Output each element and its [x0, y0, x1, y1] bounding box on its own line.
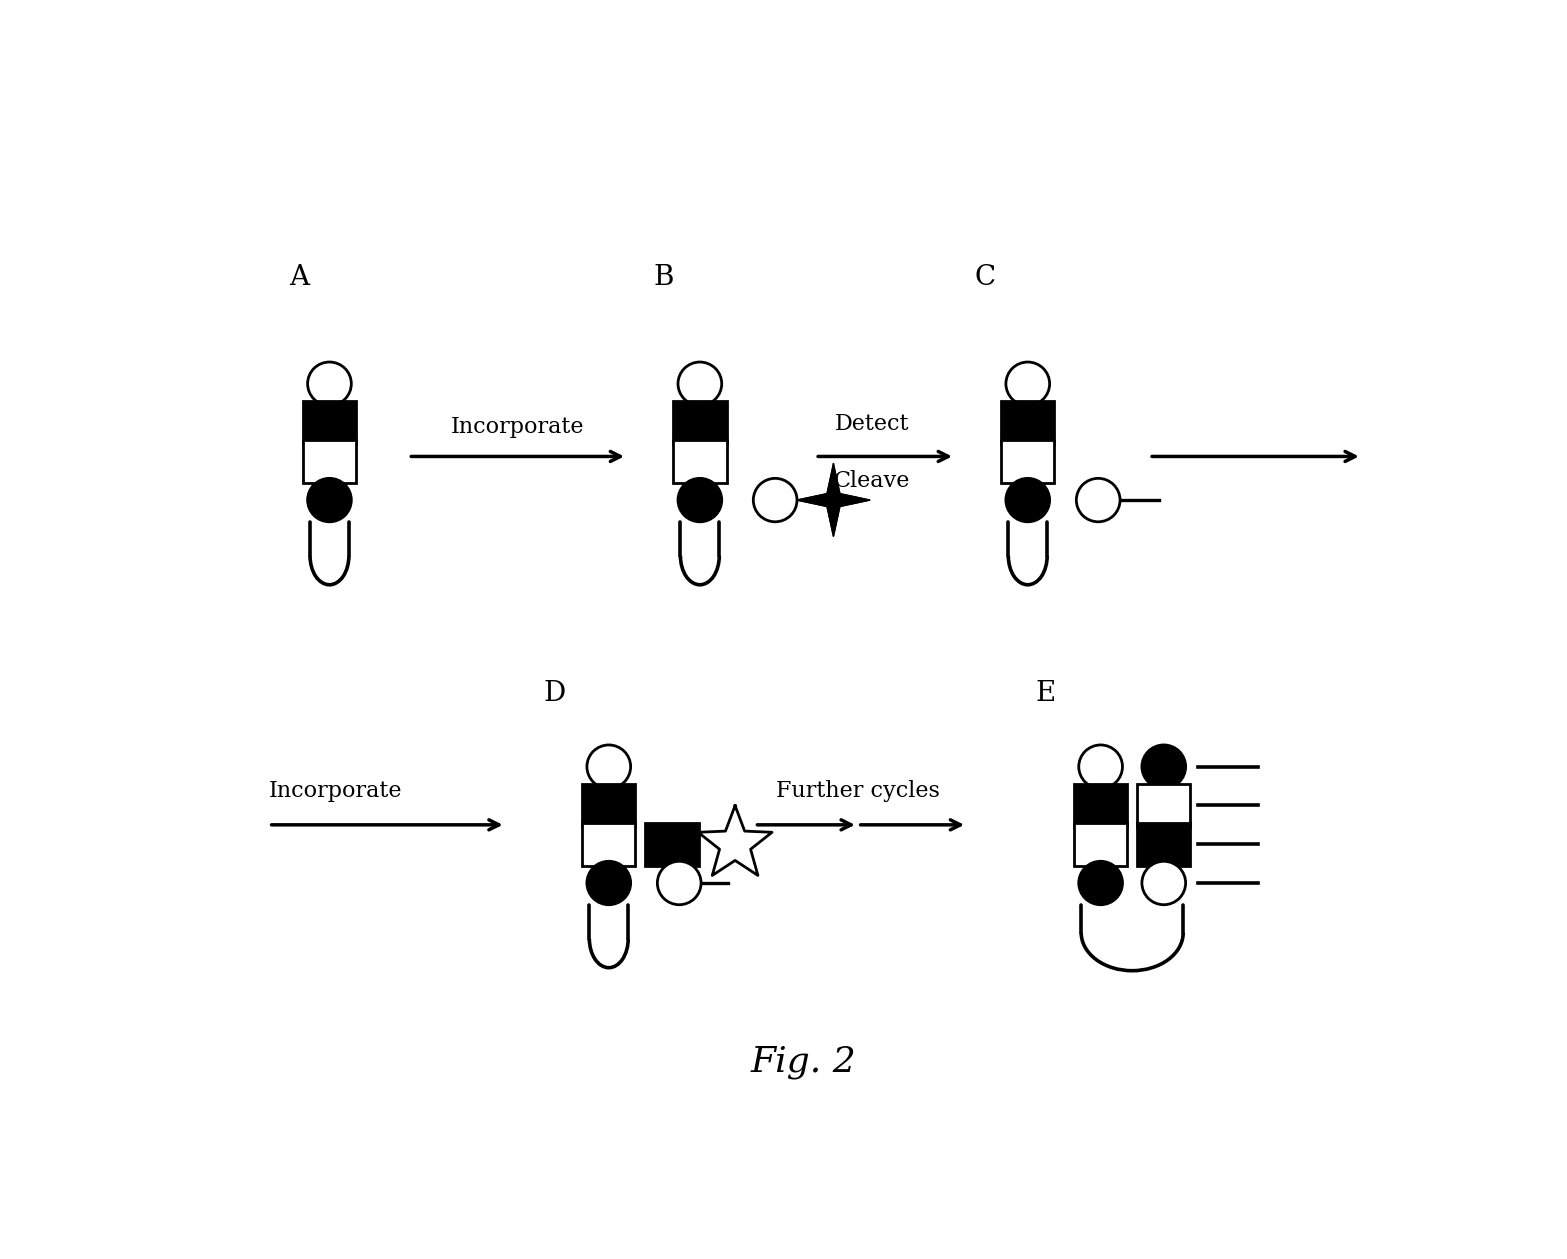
- Bar: [581, 784, 636, 827]
- Bar: [674, 439, 727, 482]
- Text: D: D: [544, 680, 566, 708]
- Ellipse shape: [679, 478, 722, 521]
- Bar: [646, 823, 699, 865]
- Text: C: C: [975, 263, 995, 291]
- Ellipse shape: [1078, 745, 1122, 788]
- Text: A: A: [288, 263, 309, 291]
- Ellipse shape: [754, 478, 798, 521]
- Text: Incorporate: Incorporate: [270, 779, 403, 802]
- Bar: [302, 439, 356, 482]
- Bar: [581, 823, 636, 865]
- Bar: [1073, 823, 1127, 865]
- Bar: [302, 402, 356, 444]
- Ellipse shape: [588, 861, 630, 905]
- Bar: [674, 402, 727, 444]
- Ellipse shape: [307, 363, 351, 405]
- Ellipse shape: [588, 745, 630, 788]
- Bar: [1001, 402, 1055, 444]
- Ellipse shape: [1006, 478, 1050, 521]
- Bar: [1138, 823, 1191, 865]
- Ellipse shape: [1006, 363, 1050, 405]
- Ellipse shape: [679, 363, 722, 405]
- Text: Detect: Detect: [835, 413, 909, 436]
- Ellipse shape: [307, 478, 351, 521]
- Bar: [1073, 784, 1127, 827]
- Ellipse shape: [1078, 861, 1122, 905]
- Text: Fig. 2: Fig. 2: [751, 1045, 856, 1079]
- Text: Cleave: Cleave: [834, 470, 910, 492]
- Polygon shape: [699, 806, 773, 875]
- Ellipse shape: [1142, 745, 1186, 788]
- Text: Further cycles: Further cycles: [776, 779, 940, 802]
- Bar: [1138, 784, 1191, 827]
- Ellipse shape: [1142, 861, 1186, 905]
- Bar: [1001, 439, 1055, 482]
- Text: B: B: [653, 263, 674, 291]
- Text: Incorporate: Incorporate: [451, 417, 584, 438]
- Ellipse shape: [1077, 478, 1120, 521]
- Text: E: E: [1036, 680, 1056, 708]
- Polygon shape: [798, 463, 870, 536]
- Ellipse shape: [658, 861, 700, 905]
